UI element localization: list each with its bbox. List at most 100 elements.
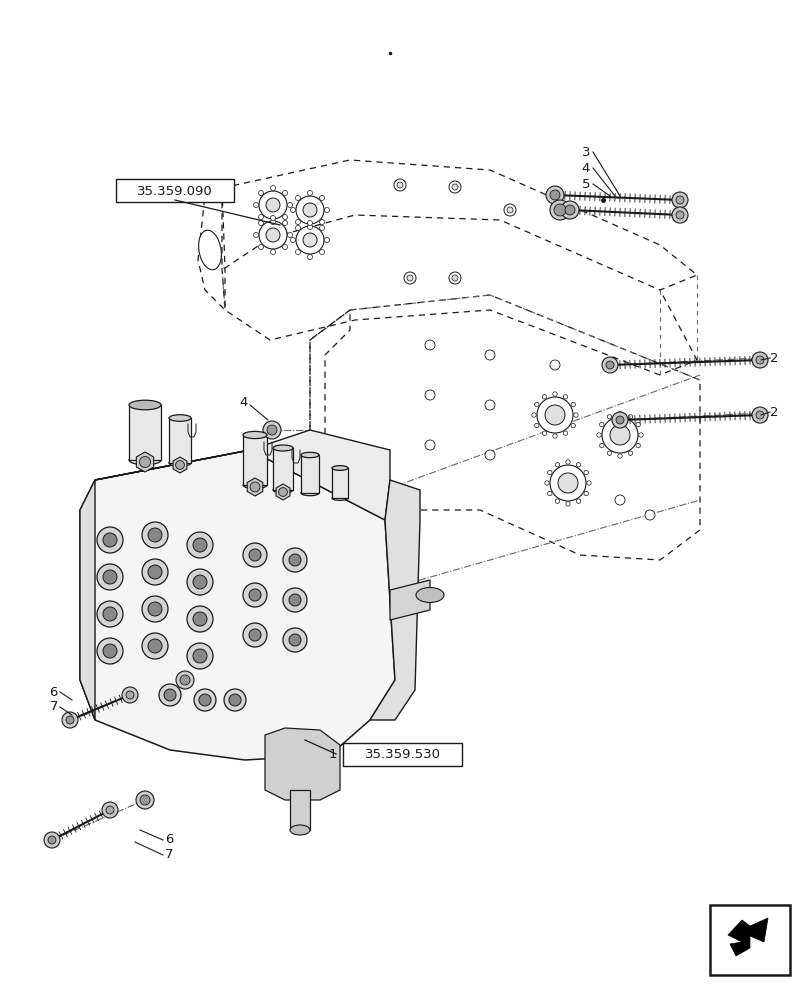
Circle shape xyxy=(199,694,211,706)
Circle shape xyxy=(596,433,600,437)
Text: 4: 4 xyxy=(581,162,590,175)
Circle shape xyxy=(97,527,122,553)
Circle shape xyxy=(605,361,613,369)
Circle shape xyxy=(557,473,577,493)
Circle shape xyxy=(258,215,263,220)
Circle shape xyxy=(573,413,577,417)
Circle shape xyxy=(97,638,122,664)
Circle shape xyxy=(424,340,435,350)
Circle shape xyxy=(266,228,280,242)
Circle shape xyxy=(287,232,292,237)
Circle shape xyxy=(555,499,559,503)
Circle shape xyxy=(406,275,413,281)
Circle shape xyxy=(599,443,603,448)
Ellipse shape xyxy=(242,431,267,439)
Circle shape xyxy=(672,207,687,223)
Circle shape xyxy=(672,192,687,208)
Circle shape xyxy=(565,502,569,506)
Circle shape xyxy=(258,220,263,225)
Ellipse shape xyxy=(272,487,293,493)
Circle shape xyxy=(135,791,154,809)
Circle shape xyxy=(644,510,654,520)
Circle shape xyxy=(570,402,575,407)
Circle shape xyxy=(282,220,287,225)
Bar xyxy=(301,455,319,493)
Circle shape xyxy=(583,491,588,496)
Circle shape xyxy=(545,186,564,204)
Circle shape xyxy=(148,565,162,579)
Ellipse shape xyxy=(415,587,444,602)
Circle shape xyxy=(270,249,275,254)
Circle shape xyxy=(609,425,629,445)
Circle shape xyxy=(404,272,415,284)
Circle shape xyxy=(193,649,207,663)
Circle shape xyxy=(397,182,402,188)
Circle shape xyxy=(258,190,263,195)
Circle shape xyxy=(139,795,150,805)
Circle shape xyxy=(542,395,546,399)
Ellipse shape xyxy=(169,460,191,466)
Circle shape xyxy=(295,220,300,225)
Circle shape xyxy=(452,184,457,190)
Ellipse shape xyxy=(169,415,191,421)
Circle shape xyxy=(102,802,118,818)
Circle shape xyxy=(180,675,190,685)
Text: 6: 6 xyxy=(165,833,174,846)
Circle shape xyxy=(565,460,569,464)
Circle shape xyxy=(393,179,406,191)
Circle shape xyxy=(229,694,241,706)
Circle shape xyxy=(601,357,617,373)
Polygon shape xyxy=(247,478,263,496)
Circle shape xyxy=(142,633,168,659)
Circle shape xyxy=(552,434,556,438)
Circle shape xyxy=(303,233,316,247)
Text: 6: 6 xyxy=(49,686,58,698)
Circle shape xyxy=(283,628,307,652)
Circle shape xyxy=(607,415,611,419)
Circle shape xyxy=(282,190,287,195)
Circle shape xyxy=(599,422,603,427)
Circle shape xyxy=(616,416,623,424)
Circle shape xyxy=(187,569,212,595)
Circle shape xyxy=(424,390,435,400)
Circle shape xyxy=(266,198,280,212)
Circle shape xyxy=(295,195,300,200)
Circle shape xyxy=(295,250,300,255)
Circle shape xyxy=(452,275,457,281)
Polygon shape xyxy=(389,580,430,620)
Polygon shape xyxy=(370,480,419,720)
Circle shape xyxy=(259,191,286,219)
Circle shape xyxy=(159,684,181,706)
Circle shape xyxy=(549,200,569,220)
Circle shape xyxy=(103,644,117,658)
Circle shape xyxy=(253,203,258,208)
Ellipse shape xyxy=(332,466,348,470)
Circle shape xyxy=(289,634,301,646)
Circle shape xyxy=(552,392,556,396)
Circle shape xyxy=(319,225,324,230)
Circle shape xyxy=(576,463,580,467)
Circle shape xyxy=(187,532,212,558)
Ellipse shape xyxy=(199,230,221,270)
Circle shape xyxy=(290,208,295,213)
Circle shape xyxy=(755,411,763,419)
Ellipse shape xyxy=(129,455,161,465)
Text: 2: 2 xyxy=(769,352,778,364)
Circle shape xyxy=(563,431,567,435)
Polygon shape xyxy=(173,457,187,473)
Ellipse shape xyxy=(272,445,293,451)
Circle shape xyxy=(319,195,324,200)
Circle shape xyxy=(531,413,535,417)
Circle shape xyxy=(544,405,564,425)
Circle shape xyxy=(175,461,184,469)
Circle shape xyxy=(295,225,300,230)
Polygon shape xyxy=(290,790,310,830)
Circle shape xyxy=(44,832,60,848)
Circle shape xyxy=(504,204,515,216)
Text: 7: 7 xyxy=(49,700,58,713)
Circle shape xyxy=(534,402,539,407)
Text: 35.359.530: 35.359.530 xyxy=(365,748,440,762)
Circle shape xyxy=(448,272,461,284)
Circle shape xyxy=(126,691,134,699)
Circle shape xyxy=(564,205,574,215)
